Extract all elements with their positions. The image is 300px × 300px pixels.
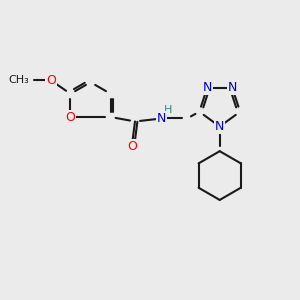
Text: N: N — [157, 112, 167, 125]
Text: O: O — [127, 140, 137, 153]
Text: N: N — [202, 81, 212, 94]
Text: O: O — [65, 110, 75, 124]
Text: N: N — [228, 81, 237, 94]
Text: H: H — [164, 105, 172, 115]
Text: O: O — [46, 74, 56, 87]
Text: N: N — [215, 120, 224, 133]
Text: CH₃: CH₃ — [8, 76, 29, 85]
